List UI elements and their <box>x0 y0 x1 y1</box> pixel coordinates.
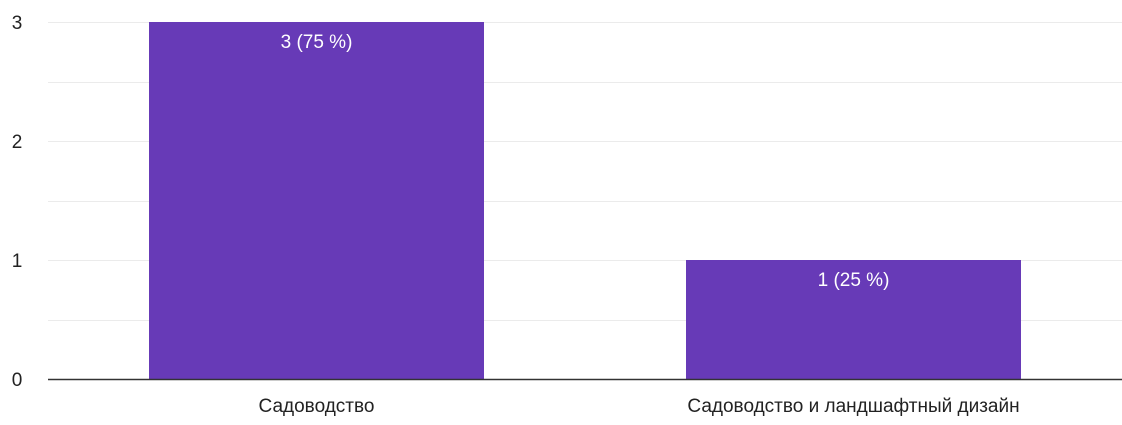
bar-data-label: 3 (75 %) <box>281 32 353 53</box>
bar <box>149 22 484 379</box>
x-axis-category-labels: Садоводство Садоводство и ландшафтный диз… <box>259 396 1020 417</box>
y-axis-tick-labels: 0 1 2 3 <box>12 13 23 391</box>
y-tick-label: 0 <box>12 370 23 391</box>
bar <box>686 260 1021 379</box>
x-category-label: Садоводство и ландшафтный дизайн <box>687 396 1019 417</box>
y-tick-label: 2 <box>12 132 23 153</box>
bars: 3 (75 %) 1 (25 %) <box>149 22 1021 379</box>
bar-data-label: 1 (25 %) <box>818 270 890 291</box>
y-tick-label: 1 <box>12 251 23 272</box>
x-category-label: Садоводство <box>259 396 375 417</box>
y-tick-label: 3 <box>12 13 23 34</box>
